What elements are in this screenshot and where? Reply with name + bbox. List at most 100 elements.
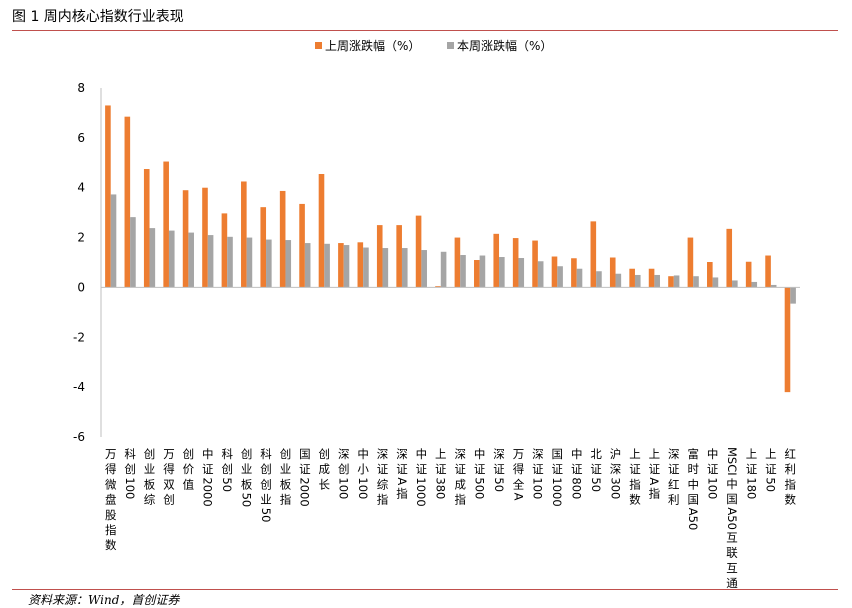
bar-this-week (790, 287, 796, 304)
bar-last-week (784, 287, 791, 393)
bar-this-week (110, 194, 117, 288)
x-category-label-part: 300 (608, 477, 622, 499)
bar-last-week (571, 258, 577, 288)
bar-this-week (712, 277, 719, 288)
x-category-label-part: 180 (744, 477, 758, 499)
bar-this-week (654, 274, 660, 288)
y-tick-label: 8 (77, 81, 85, 95)
bar-last-week (318, 174, 325, 288)
x-category-label: 上证指 (649, 447, 661, 500)
bar-last-week (687, 237, 694, 288)
bar-this-week (324, 243, 330, 288)
x-category-label-part: A50 (725, 507, 739, 530)
x-category-label: 国证 (299, 447, 311, 476)
x-category-label: 沪深 (610, 447, 622, 476)
bar-this-week (343, 245, 350, 288)
y-tick-label: 6 (77, 131, 85, 145)
x-category-label: 上证 (435, 447, 447, 476)
bar-last-week (338, 243, 344, 288)
x-category-label: 中小 (357, 447, 369, 476)
x-category-label: 中证 (571, 447, 583, 476)
bar-this-week (304, 243, 311, 288)
bar-this-week (285, 240, 292, 288)
x-category-label-part: 380 (434, 477, 448, 499)
x-category-label: 北证 (590, 447, 602, 476)
x-category-label: 中国互联互通 (726, 477, 738, 590)
bar-this-week (363, 247, 369, 288)
x-category-label-part: A (647, 477, 661, 485)
bar-last-week (551, 256, 558, 288)
bar-this-week (557, 266, 563, 288)
legend-label-1: 上周涨跌幅（%） (325, 38, 420, 53)
bar-this-week (382, 248, 389, 288)
x-category-label: 深证成指 (454, 447, 466, 507)
legend-swatch-2 (447, 42, 454, 49)
bar-last-week (221, 213, 228, 288)
bottom-rule (12, 589, 838, 590)
bar-last-week (609, 257, 616, 288)
y-tick-label: 2 (77, 231, 85, 245)
bar-this-week (693, 276, 699, 288)
x-category-label: 深证指 (396, 447, 408, 500)
x-category-label-part: A50 (686, 508, 700, 531)
bar-last-week (163, 161, 169, 288)
bar-last-week (493, 233, 500, 288)
top-rule (12, 30, 838, 31)
bar-last-week (745, 261, 752, 288)
x-category-label-part: 500 (472, 477, 486, 499)
x-category-label: 创价值 (183, 447, 195, 491)
x-category-label: 深证 (493, 447, 505, 476)
y-tick-label: -4 (73, 380, 85, 394)
bar-last-week (143, 169, 150, 288)
bar-this-week (770, 284, 777, 288)
x-category-label-part: 100 (123, 477, 137, 499)
bar-this-week (499, 257, 505, 288)
x-category-label: 红利指数 (785, 447, 797, 507)
x-category-label: 深证红利 (668, 447, 680, 507)
x-category-label-part: 50 (259, 508, 273, 523)
x-category-label-part: 50 (764, 477, 778, 492)
bar-last-week (435, 286, 441, 288)
x-category-label-part: 100 (531, 477, 545, 499)
x-category-label-part: A (511, 493, 525, 501)
bar-last-week (105, 105, 111, 288)
x-category-label: 深证综指 (377, 447, 389, 507)
bar-last-week (532, 240, 538, 288)
bar-last-week (629, 268, 635, 288)
x-category-label-part: 100 (356, 477, 370, 499)
bar-last-week (357, 242, 364, 288)
x-category-label-part: MSCI (725, 447, 739, 476)
x-category-label-part: 100 (705, 477, 719, 499)
bar-this-week (149, 228, 156, 288)
bar-this-week (537, 261, 544, 288)
x-category-label-part: 2000 (298, 477, 312, 506)
figure-title: 图 1 周内核心指数行业表现 (12, 9, 184, 25)
bar-last-week (260, 207, 267, 288)
bar-last-week (668, 276, 674, 288)
bar-last-week (241, 181, 247, 288)
x-category-label: 科创 (124, 447, 136, 476)
bar-this-week (518, 258, 525, 288)
bar-last-week (474, 260, 480, 288)
bar-this-week (751, 281, 758, 288)
bar-this-week (596, 271, 602, 288)
bar-last-week (279, 190, 286, 288)
x-category-label: 万得双创 (163, 447, 175, 507)
x-category-label-part: A (395, 477, 409, 485)
x-category-label-part: 1000 (550, 477, 564, 506)
x-category-label-part: 2000 (201, 477, 215, 506)
bar-last-week (396, 225, 402, 288)
x-category-label-part: 100 (337, 477, 351, 499)
bar-chart: 上周涨跌幅（%） 本周涨跌幅（%）-6-4-202468万得微盘股指数科创100创… (73, 38, 800, 590)
bar-last-week (182, 190, 189, 288)
bar-this-week (227, 236, 233, 288)
x-category-label: 中证 (707, 447, 719, 476)
x-category-label: 国证 (552, 447, 564, 476)
x-category-label: 创业板 (241, 447, 253, 491)
x-category-label-part: 50 (492, 477, 506, 492)
y-tick-label: 0 (77, 280, 85, 294)
bar-last-week (765, 255, 771, 288)
bar-this-week (130, 217, 136, 288)
bar-last-week (726, 228, 733, 288)
bar-this-week (207, 235, 214, 288)
